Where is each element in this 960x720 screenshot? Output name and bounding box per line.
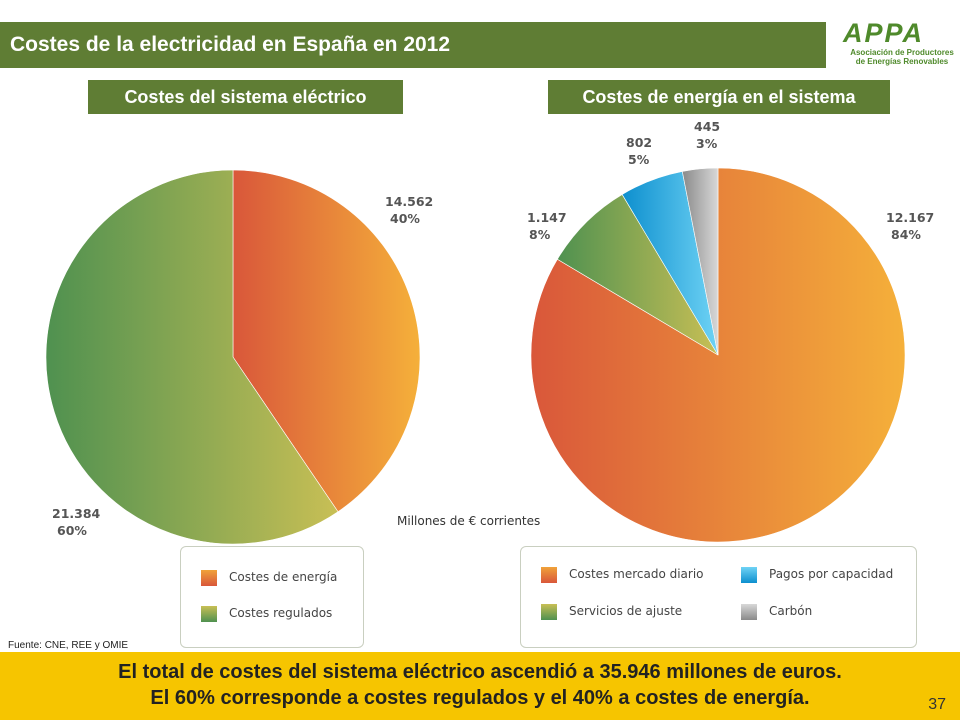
data-label-percent: 8% bbox=[529, 227, 551, 242]
logo-line1: Asociación de Productores bbox=[850, 48, 954, 57]
slide-title: Costes de la electricidad en España en 2… bbox=[10, 33, 451, 56]
conclusion-bar: El total de costes del sistema eléctrico… bbox=[0, 652, 960, 720]
logo-wordmark: APPA bbox=[843, 18, 925, 48]
units-note: Millones de € corrientes bbox=[397, 514, 540, 528]
legend-item: Costes mercado diario bbox=[541, 566, 704, 583]
pie-slice-carb-n bbox=[681, 167, 719, 356]
legend-right: Costes mercado diario Pagos por capacida… bbox=[520, 546, 917, 648]
data-label-percent: 40% bbox=[390, 211, 420, 226]
legend-item: Costes de energía bbox=[201, 569, 337, 586]
legend-swatch bbox=[201, 569, 217, 586]
pie-slice-costes-regulados bbox=[45, 169, 339, 545]
legend-item: Carbón bbox=[741, 603, 812, 620]
data-label-percent: 3% bbox=[696, 136, 718, 151]
legend-item: Costes regulados bbox=[201, 605, 332, 622]
pie-left bbox=[45, 169, 421, 545]
data-label-value: 12.167 bbox=[886, 210, 934, 225]
legend-swatch bbox=[541, 566, 557, 583]
page-number: 37 bbox=[928, 696, 946, 713]
legend-swatch bbox=[541, 603, 557, 620]
legend-left: Costes de energía Costes regulados bbox=[180, 546, 364, 648]
data-label-percent: 60% bbox=[57, 523, 87, 538]
conclusion-line-1: El total de costes del sistema eléctrico… bbox=[118, 661, 842, 683]
legend-swatch bbox=[201, 605, 217, 622]
legend-swatch bbox=[741, 603, 757, 620]
pie-slice-costes-de-energ-a bbox=[232, 169, 421, 513]
pie-slice-servicios-de-ajuste bbox=[556, 194, 719, 356]
data-label-percent: 5% bbox=[628, 152, 650, 167]
right-chart-title: Costes de energía en el sistema bbox=[548, 80, 890, 114]
logo-line2: de Energías Renovables bbox=[855, 57, 949, 66]
appa-logo: APPA Asociación de Productores de Energí… bbox=[838, 20, 960, 70]
left-chart-title: Costes del sistema eléctrico bbox=[88, 80, 403, 114]
pie-right bbox=[530, 167, 906, 543]
data-label-value: 1.147 bbox=[527, 210, 567, 225]
data-label-value: 21.384 bbox=[52, 506, 101, 521]
title-bar: Costes de la electricidad en España en 2… bbox=[0, 22, 826, 68]
legend-item: Pagos por capacidad bbox=[741, 566, 893, 583]
legend-swatch bbox=[741, 566, 757, 583]
data-label-value: 445 bbox=[694, 119, 720, 134]
data-label-percent: 84% bbox=[891, 227, 921, 242]
conclusion-line-2: El 60% corresponde a costes regulados y … bbox=[150, 687, 810, 709]
legend-item: Servicios de ajuste bbox=[541, 603, 682, 620]
data-label-value: 802 bbox=[626, 135, 652, 150]
data-label-value: 14.562 bbox=[385, 194, 433, 209]
source-note: Fuente: CNE, REE y OMIE bbox=[8, 640, 129, 651]
